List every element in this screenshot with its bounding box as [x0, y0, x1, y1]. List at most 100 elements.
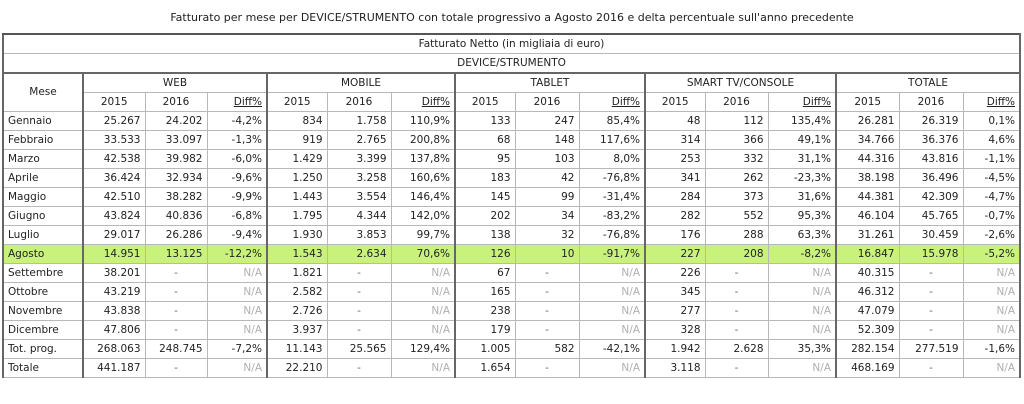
table-cell: 277.519	[898, 339, 964, 359]
table-cell: 142,0%	[390, 206, 456, 226]
table-cell: 282.154	[835, 339, 900, 359]
table-cell: 112	[704, 111, 769, 131]
table-cell: -	[144, 320, 208, 340]
table-cell: 135,4%	[767, 111, 837, 131]
table-cell: -	[326, 263, 392, 283]
table-cell: 68	[454, 130, 516, 150]
table-cell: -	[898, 263, 964, 283]
table-cell: -8,2%	[767, 244, 837, 264]
group-header-tablet: TABLET	[454, 72, 646, 93]
table-cell: N/A	[390, 282, 456, 302]
table-cell: N/A	[390, 301, 456, 321]
table-cell: -9,9%	[206, 187, 268, 207]
table-cell: -1,6%	[962, 339, 1022, 359]
row-month-label: Tot. prog.	[2, 339, 84, 359]
table-cell: 2.726	[266, 301, 328, 321]
table-cell: 49,1%	[767, 130, 837, 150]
table-cell: 43.816	[898, 149, 964, 169]
table-cell: -	[704, 263, 769, 283]
subheader-2015: 2015	[454, 92, 516, 112]
table-cell: N/A	[767, 358, 837, 378]
row-month-label: Gennaio	[2, 111, 84, 131]
subheader-2016: 2016	[898, 92, 964, 112]
table-cell: N/A	[206, 358, 268, 378]
table-cell: 95,3%	[767, 206, 837, 226]
table-cell: -9,4%	[206, 225, 268, 245]
table-cell: -91,7%	[578, 244, 646, 264]
table-cell: 1.758	[326, 111, 392, 131]
table-cell: 11.143	[266, 339, 328, 359]
table-cell: 179	[454, 320, 516, 340]
table-cell: 2.582	[266, 282, 328, 302]
table-cell: 160,6%	[390, 168, 456, 188]
group-header-totale: TOTALE	[834, 72, 1022, 93]
table-cell: 44.381	[835, 187, 900, 207]
table-cell: N/A	[390, 263, 456, 283]
table-cell: 36.376	[898, 130, 964, 150]
table-cell: 40.836	[144, 206, 208, 226]
table-cell: 4.344	[326, 206, 392, 226]
table-cell: 43.824	[82, 206, 146, 226]
table-cell: 919	[266, 130, 328, 150]
table-cell: 148	[514, 130, 580, 150]
table-row: Novembre 43.838- N/A 2.726- N/A 238- N/A 277- N/…	[2, 301, 1022, 321]
table-cell: -	[514, 301, 580, 321]
table-cell: 43.219	[82, 282, 146, 302]
table-cell: 1.821	[266, 263, 328, 283]
table-cell: 99,7%	[390, 225, 456, 245]
table-cell: 1.543	[266, 244, 328, 264]
table-cell: -1,1%	[962, 149, 1022, 169]
table-cell: 268.063	[82, 339, 146, 359]
table-cell: 1.795	[266, 206, 328, 226]
table-row: Maggio 42.510 38.282 -9,9% 1.443 3.554 146,4% 1…	[2, 187, 1022, 207]
row-month-label: Febbraio	[2, 130, 84, 150]
table-cell: N/A	[206, 320, 268, 340]
table-cell: N/A	[578, 358, 646, 378]
table-cell: -5,2%	[962, 244, 1022, 264]
group-header-web: WEB	[82, 72, 268, 93]
table-cell: 3.118	[644, 358, 706, 378]
table-row: Luglio 29.017 26.286 -9,4% 1.930 3.853 99,7% 13…	[2, 225, 1022, 245]
table-row: Aprile 36.424 32.934 -9,6% 1.250 3.258 160,6% 1…	[2, 168, 1022, 188]
table-cell: 3.853	[326, 225, 392, 245]
table-cell: N/A	[206, 301, 268, 321]
table-cell: 137,8%	[390, 149, 456, 169]
table-cell: -0,7%	[962, 206, 1022, 226]
table-cell: -	[326, 358, 392, 378]
table-cell: -12,2%	[206, 244, 268, 264]
table-cell: 103	[514, 149, 580, 169]
table-cell: -	[898, 301, 964, 321]
subheader-diff-pct: Diff%	[767, 92, 837, 112]
table-cell: -	[898, 358, 964, 378]
table-cell: -	[514, 320, 580, 340]
table-cell: -	[704, 301, 769, 321]
row-month-label: Settembre	[2, 263, 84, 283]
table-cell: 468.169	[835, 358, 900, 378]
table-cell: -	[898, 320, 964, 340]
table-cell: 314	[644, 130, 706, 150]
table-cell: -	[898, 282, 964, 302]
table-cell: 253	[644, 149, 706, 169]
table-cell: 129,4%	[390, 339, 456, 359]
table-cell: N/A	[390, 358, 456, 378]
table-cell: 26.319	[898, 111, 964, 131]
subheader-diff-pct: Diff%	[206, 92, 268, 112]
subheader-2016: 2016	[514, 92, 580, 112]
table-cell: 36.424	[82, 168, 146, 188]
table-cell: 45.765	[898, 206, 964, 226]
table-cell: -4,5%	[962, 168, 1022, 188]
table-cell: N/A	[578, 320, 646, 340]
row-month-label: Ottobre	[2, 282, 84, 302]
table-cell: -4,2%	[206, 111, 268, 131]
table-cell: -	[144, 358, 208, 378]
table-row: Ottobre 43.219- N/A 2.582- N/A 165- N/A 345- N/A…	[2, 282, 1022, 302]
table-cell: 165	[454, 282, 516, 302]
table-cell: -	[144, 301, 208, 321]
table-cell: N/A	[206, 282, 268, 302]
page-title: Fatturato per mese per DEVICE/STRUMENTO …	[170, 11, 854, 24]
table-cell: N/A	[767, 301, 837, 321]
table-cell: 1.930	[266, 225, 328, 245]
table-cell: 10	[514, 244, 580, 264]
table-cell: -76,8%	[578, 168, 646, 188]
table-cell: -	[326, 282, 392, 302]
